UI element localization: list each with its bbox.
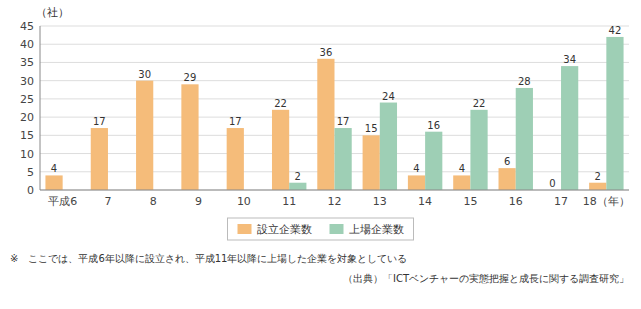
bars bbox=[45, 37, 623, 190]
legend: 設立企業数 上場企業数 bbox=[228, 218, 414, 240]
bar bbox=[606, 37, 623, 190]
bar bbox=[499, 168, 516, 190]
y-tick-label: 20 bbox=[20, 111, 34, 124]
x-tick-label: 16 bbox=[509, 195, 523, 208]
y-axis bbox=[40, 26, 41, 190]
bar bbox=[408, 175, 425, 190]
x-tick-label: 12 bbox=[328, 195, 342, 208]
data-label: 17 bbox=[229, 116, 242, 127]
bar bbox=[45, 175, 62, 190]
grid-line bbox=[40, 26, 629, 27]
x-tick-label: 8 bbox=[150, 195, 157, 208]
x-tick-label: 9 bbox=[195, 195, 202, 208]
x-tick-label: 10 bbox=[237, 195, 251, 208]
chart-container: 051015202530354045（社）4173029172236154460… bbox=[0, 0, 641, 309]
legend-swatch bbox=[238, 224, 252, 234]
legend-entry: 上場企業数 bbox=[349, 223, 404, 236]
data-label: 2 bbox=[595, 171, 601, 182]
x-axis bbox=[40, 190, 629, 191]
data-label: 17 bbox=[93, 116, 106, 127]
x-tick-label: 平成6 bbox=[48, 195, 77, 208]
data-label: 16 bbox=[427, 120, 440, 131]
y-tick-label: 10 bbox=[20, 148, 34, 161]
data-label: 34 bbox=[563, 54, 576, 65]
data-label: 0 bbox=[549, 178, 555, 189]
bar bbox=[380, 103, 397, 190]
x-tick-label: 15 bbox=[463, 195, 477, 208]
bar bbox=[589, 183, 606, 190]
bar bbox=[181, 84, 198, 190]
bar bbox=[516, 88, 533, 190]
data-label: 4 bbox=[413, 163, 419, 174]
data-label: 2 bbox=[295, 171, 301, 182]
bar bbox=[227, 128, 244, 190]
x-tick-label: 7 bbox=[104, 195, 111, 208]
bar bbox=[425, 132, 442, 190]
bar bbox=[335, 128, 352, 190]
y-axis-label: （社） bbox=[36, 6, 69, 19]
y-tick-label: 45 bbox=[20, 20, 34, 33]
x-tick-label: 17 bbox=[554, 195, 568, 208]
x-tick-label: 18（年） bbox=[583, 195, 630, 208]
data-label: 22 bbox=[274, 98, 287, 109]
data-labels: 41730291722361544602217241622283442 bbox=[51, 25, 621, 189]
chart: 051015202530354045（社）4173029172236154460… bbox=[0, 0, 641, 309]
bar bbox=[453, 175, 470, 190]
x-tick-label: 11 bbox=[282, 195, 296, 208]
y-tick-label: 35 bbox=[20, 56, 34, 69]
grid-line bbox=[40, 44, 629, 45]
bar bbox=[363, 135, 380, 190]
bar bbox=[289, 183, 306, 190]
grid-line bbox=[40, 190, 629, 191]
y-tick-label: 0 bbox=[27, 184, 34, 197]
bar bbox=[561, 66, 578, 190]
data-label: 17 bbox=[337, 116, 350, 127]
bar bbox=[317, 59, 334, 190]
y-tick-label: 25 bbox=[20, 93, 34, 106]
data-label: 22 bbox=[473, 98, 486, 109]
x-tick-label: 14 bbox=[418, 195, 432, 208]
bar bbox=[272, 110, 289, 190]
data-label: 29 bbox=[184, 72, 197, 83]
bar bbox=[470, 110, 487, 190]
data-label: 15 bbox=[365, 123, 378, 134]
legend-entry: 設立企業数 bbox=[257, 223, 312, 236]
data-label: 4 bbox=[459, 163, 465, 174]
bar bbox=[136, 81, 153, 190]
y-tick-label: 5 bbox=[27, 166, 34, 179]
grid bbox=[40, 26, 629, 190]
data-label: 28 bbox=[518, 76, 531, 87]
annotation: ※ ここでは、平成6年以降に設立され、平成11年以降に上場した企業を対象としてい… bbox=[10, 253, 407, 264]
data-label: 42 bbox=[609, 25, 622, 36]
data-label: 36 bbox=[320, 47, 333, 58]
y-tick-label: 40 bbox=[20, 38, 34, 51]
data-label: 4 bbox=[51, 163, 57, 174]
legend-swatch bbox=[330, 224, 344, 234]
x-tick-label: 13 bbox=[373, 195, 387, 208]
annotation: （出典）「ICTベンチャーの実態把握と成長に関する調査研究」 bbox=[343, 273, 629, 284]
legend-frame bbox=[228, 218, 414, 240]
data-label: 30 bbox=[138, 69, 151, 80]
y-tick-label: 30 bbox=[20, 75, 34, 88]
bar bbox=[91, 128, 108, 190]
data-label: 24 bbox=[382, 91, 395, 102]
data-label: 6 bbox=[504, 156, 510, 167]
y-tick-label: 15 bbox=[20, 129, 34, 142]
